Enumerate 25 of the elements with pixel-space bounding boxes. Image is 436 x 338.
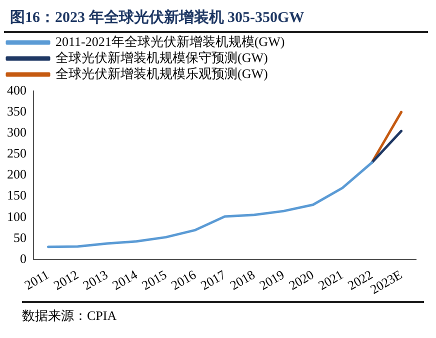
x-tick-label: 2015 (139, 266, 170, 293)
y-tick-label: 200 (7, 166, 26, 182)
y-tick-label: 400 (7, 82, 26, 98)
legend-label: 2011-2021年全球光伏新增装机规模(GW) (56, 34, 285, 49)
x-tick-label: 2014 (110, 266, 140, 293)
legend-label: 全球光伏新增装机规模保守预测(GW) (56, 50, 268, 65)
x-tick-label: 2016 (168, 266, 199, 293)
y-tick-label: 50 (14, 230, 26, 245)
y-tick-label: 150 (7, 188, 26, 203)
source-note: 数据来源：CPIA (22, 301, 424, 325)
x-tick-label: 2018 (227, 266, 258, 293)
x-tick-label: 2020 (286, 266, 316, 293)
x-tick-label: 2019 (256, 266, 287, 293)
y-tick-label: 250 (7, 146, 26, 161)
x-tick-label: 2013 (80, 266, 110, 293)
legend-label: 全球光伏新增装机规模乐观预测(GW) (56, 66, 268, 81)
x-tick-label: 2021 (316, 266, 346, 293)
x-tick-label: 2012 (50, 266, 81, 293)
y-tick-label: 350 (7, 103, 26, 118)
chart-title: 图16：2023 年全球光伏新增装机 305-350GW (4, 0, 428, 33)
y-tick-label: 300 (7, 124, 26, 140)
x-tick-label: 2011 (22, 266, 52, 293)
y-tick-label: 100 (7, 208, 26, 224)
y-tick-label: 0 (20, 250, 26, 266)
x-tick-label: 2017 (198, 266, 228, 293)
